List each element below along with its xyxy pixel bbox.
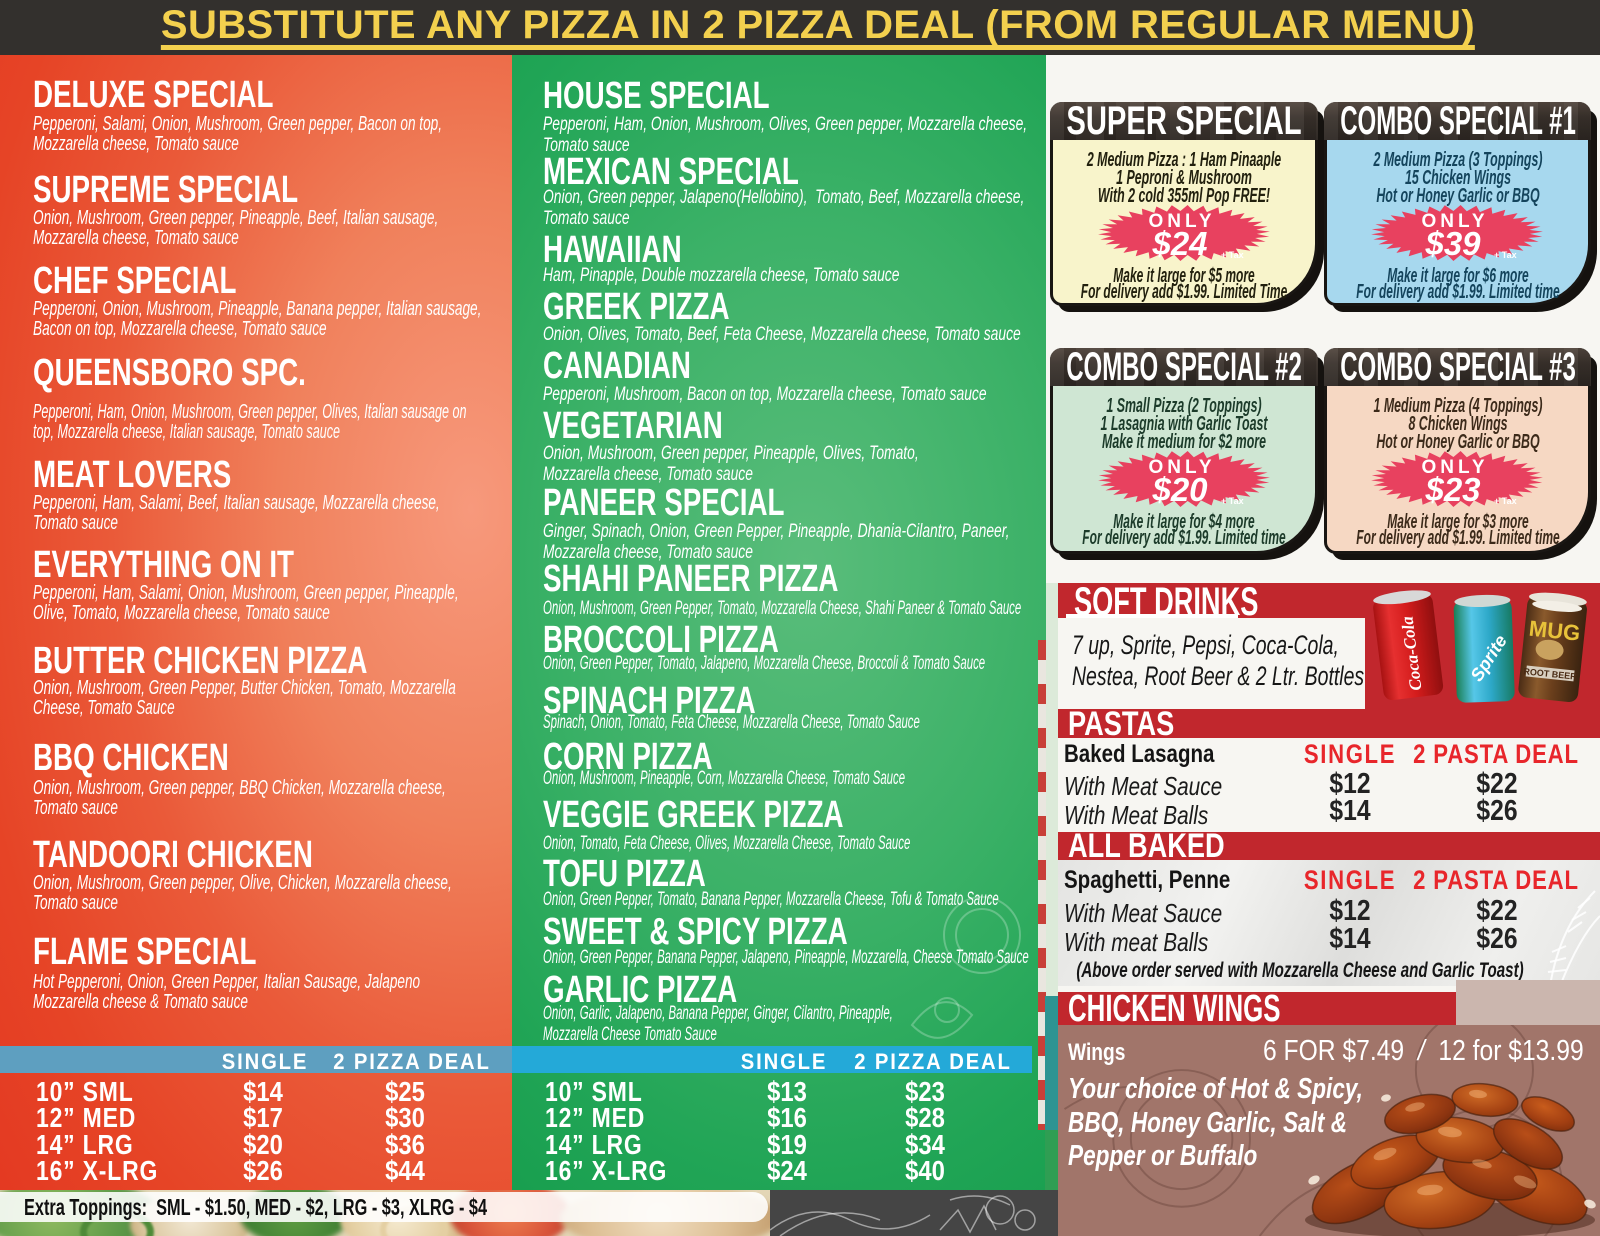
svg-text:ONLY: ONLY bbox=[1421, 211, 1488, 232]
svg-text:$24: $24 bbox=[1151, 225, 1207, 262]
svg-text:+ Tax: + Tax bbox=[1221, 250, 1244, 260]
svg-text:+ Tax: + Tax bbox=[1494, 496, 1517, 506]
svg-text:ONLY: ONLY bbox=[1148, 211, 1215, 232]
svg-text:$20: $20 bbox=[1151, 471, 1208, 508]
svg-text:+ Tax: + Tax bbox=[1494, 250, 1517, 260]
svg-text:+ Tax: + Tax bbox=[1221, 496, 1244, 506]
svg-text:ONLY: ONLY bbox=[1421, 457, 1488, 478]
svg-text:$39: $39 bbox=[1424, 225, 1481, 262]
svg-text:ONLY: ONLY bbox=[1148, 457, 1215, 478]
svg-text:$23: $23 bbox=[1424, 471, 1480, 508]
